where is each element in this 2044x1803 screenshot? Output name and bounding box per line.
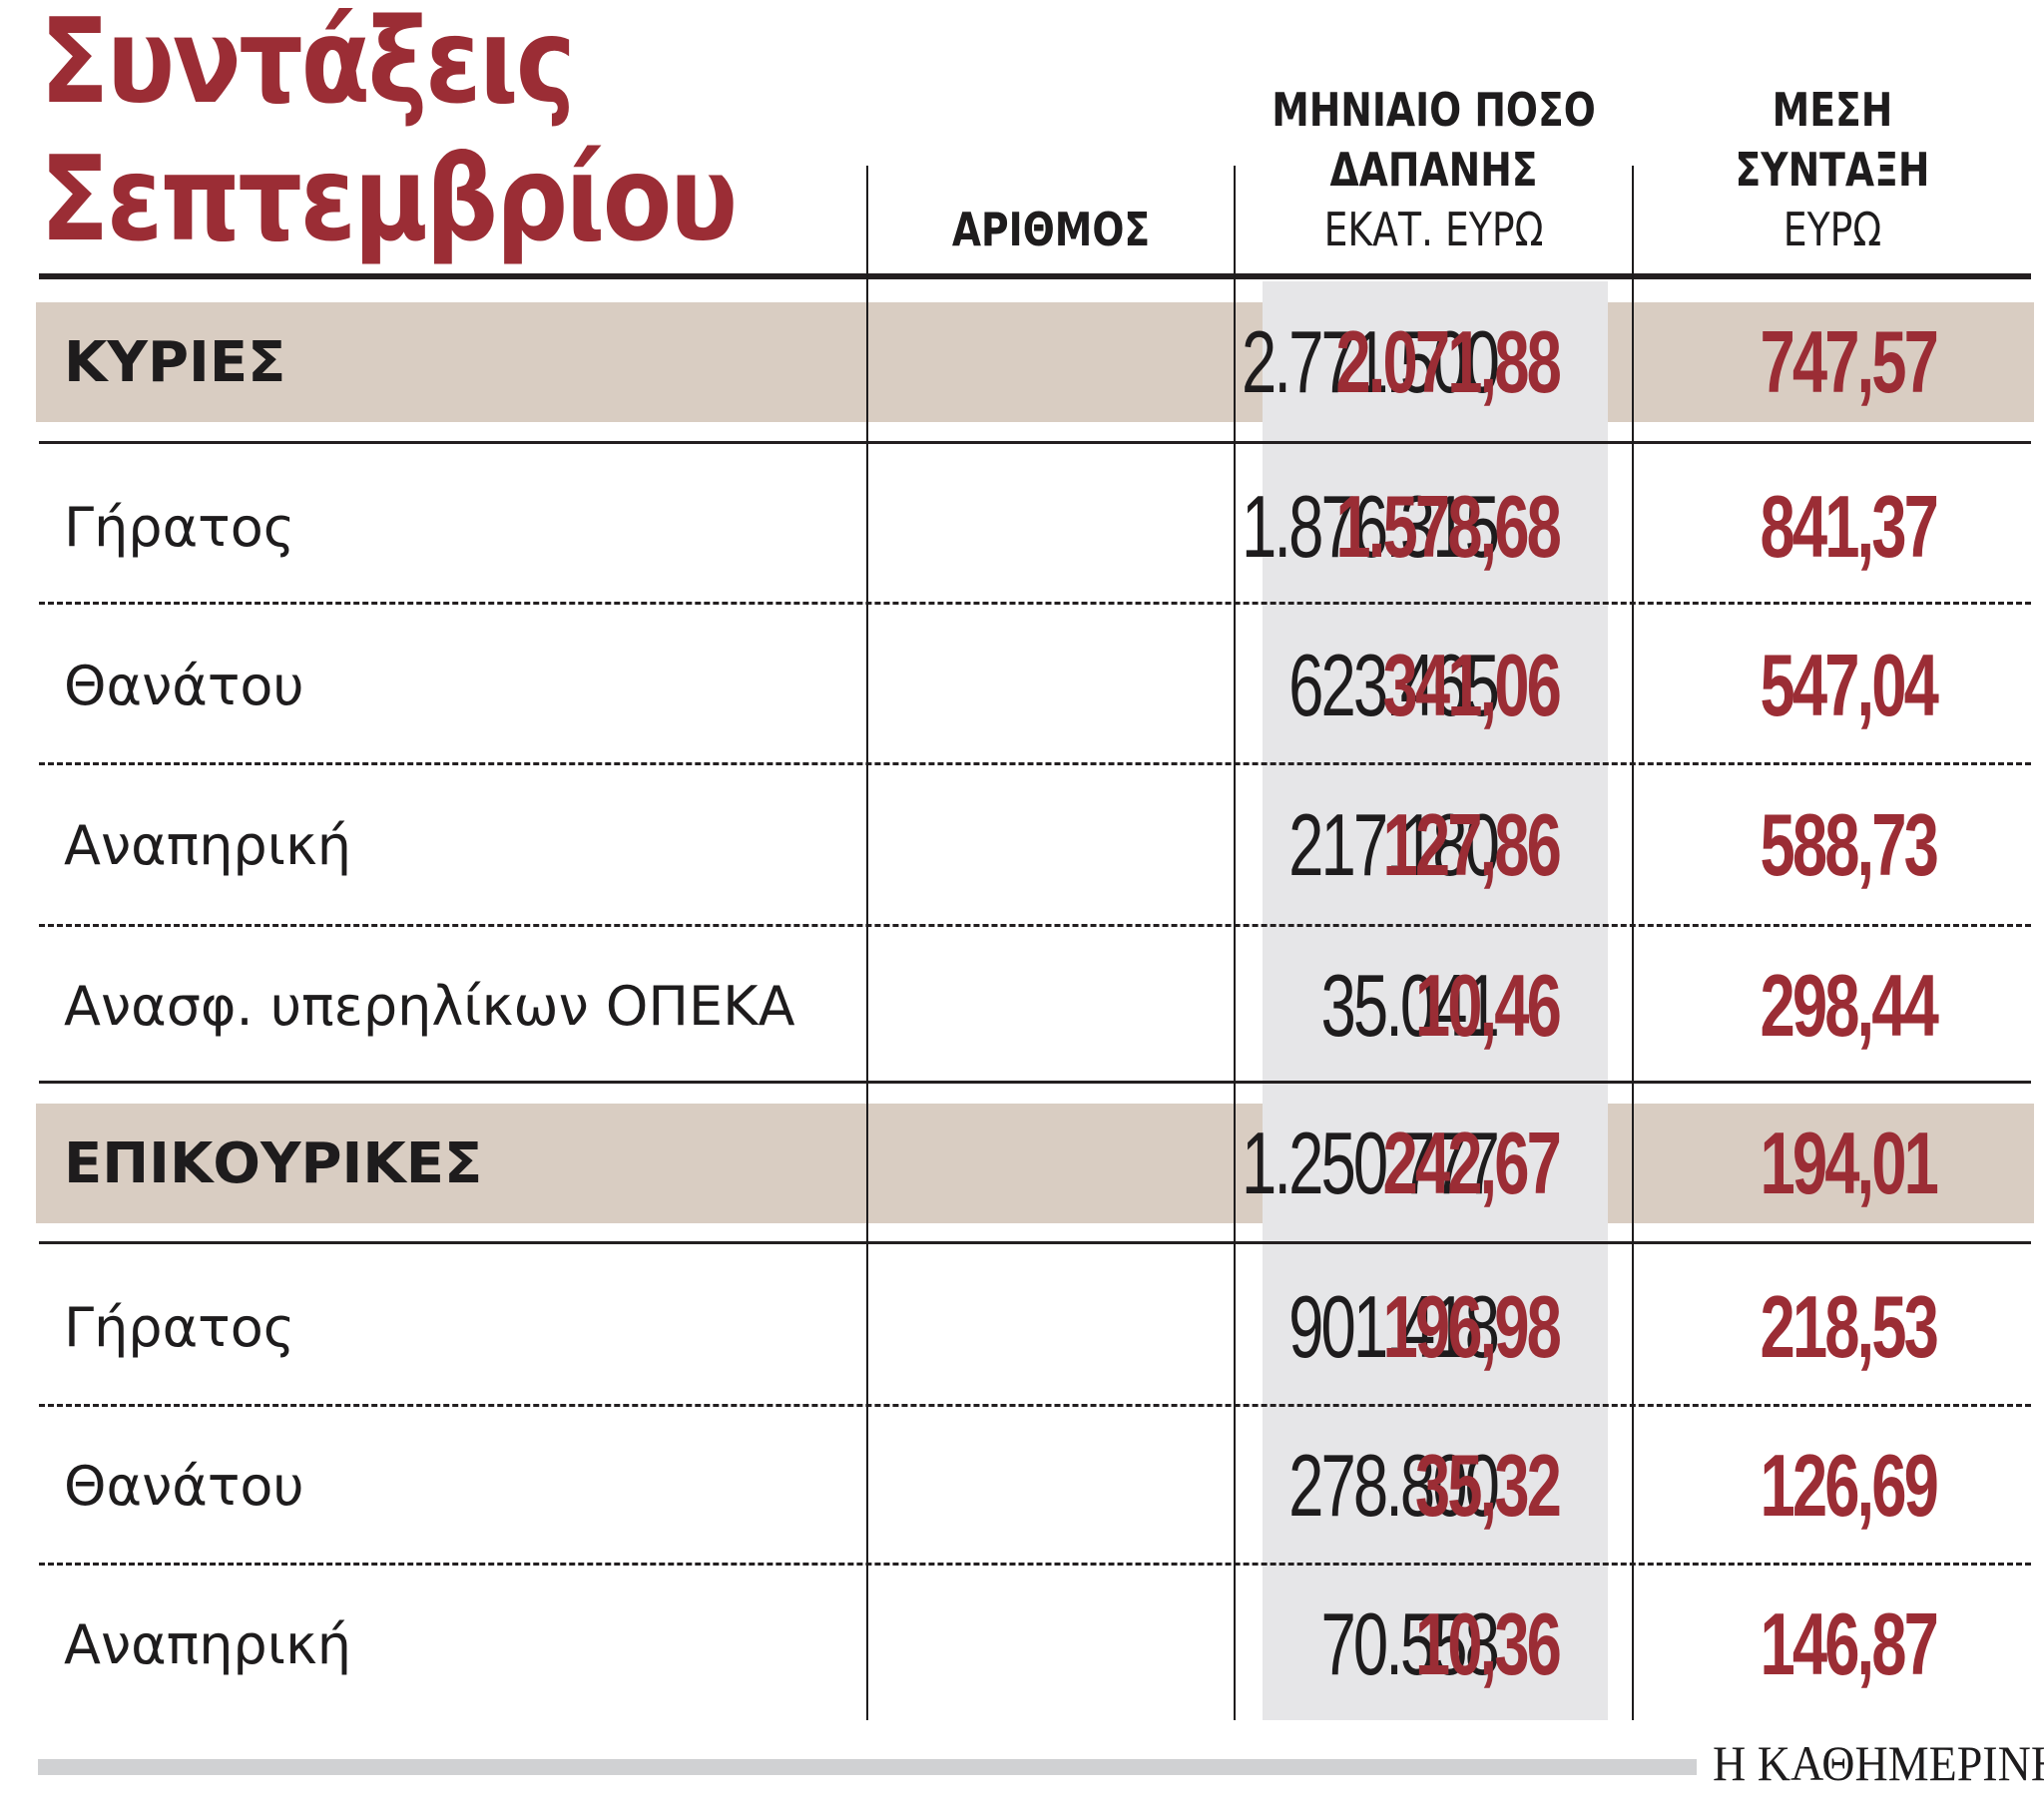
cell-count: 70.558 [1320,1594,1499,1693]
row-label: Αναπηρική [64,813,352,877]
header-count-label: ΑΡΙΘΜΟΣ [951,203,1151,256]
cell-count: 623.465 [1288,636,1500,734]
highlight-column-overlap [1263,302,1608,422]
row-label: Αναπηρική [64,1612,352,1676]
cell-count: 2.771.500 [1242,312,1500,411]
cell-monthly: 127,86 [1382,795,1561,894]
cell-average: 146,87 [1760,1594,1938,1693]
divider-dashed [39,762,2031,765]
cell-average: 588,73 [1760,795,1938,894]
header-average: ΜΕΣΗ ΣΥΝΤΑΞΗ ΕΥΡΩ [1669,80,1996,259]
cell-average: 126,69 [1760,1436,1938,1535]
header-monthly-line1: ΜΗΝΙΑΙΟ ΠΟΣΟ [1272,83,1596,137]
column-separator [1234,166,1236,1720]
row-label: Γήρατος [64,1295,295,1359]
cell-average: 747,57 [1760,312,1938,411]
row-label: Ανασφ. υπερηλίκων ΟΠΕΚΑ [64,974,795,1038]
cell-average: 298,44 [1760,956,1938,1055]
cell-monthly: 1.578,68 [1335,477,1561,576]
cell-monthly: 10,36 [1414,1594,1562,1693]
divider-dashed [39,602,2031,605]
column-separator [866,166,868,1720]
divider-dashed [39,924,2031,927]
cell-count: 901.418 [1288,1277,1500,1376]
highlight-column-monthly [1263,281,1608,1720]
header-average-line1: ΜΕΣΗ [1772,83,1893,137]
cell-monthly: 242,67 [1382,1114,1561,1212]
column-separator [1632,166,1634,1720]
divider-solid [39,441,2031,444]
divider-solid [39,1241,2031,1244]
publisher-logo: Η ΚΑΘΗΜΕΡΙΝΗ [1713,1735,2044,1791]
cell-monthly: 196,98 [1382,1277,1561,1376]
title-line-2: Σεπτεμβρίου [40,130,738,267]
cell-average: 841,37 [1760,477,1938,576]
row-label-group: ΚΥΡΙΕΣ [64,329,286,395]
header-monthly: ΜΗΝΙΑΙΟ ΠΟΣΟ ΔΑΠΑΝΗΣ ΕΚΑΤ. ΕΥΡΩ [1271,80,1597,259]
cell-monthly: 341,06 [1382,636,1561,734]
cell-count: 278.800 [1288,1436,1500,1535]
cell-monthly: 35,32 [1414,1436,1562,1535]
row-label: Γήρατος [64,495,295,559]
group-band-kyries [36,302,2034,422]
row-label-group: ΕΠΙΚΟΥΡΙΚΕΣ [64,1130,483,1196]
header-monthly-unit: ΕΚΑΤ. ΕΥΡΩ [1323,203,1544,256]
divider-solid [39,1081,2031,1084]
highlight-column-overlap [1263,1104,1608,1223]
cell-count: 217.180 [1288,795,1500,894]
header-average-unit: ΕΥΡΩ [1783,203,1882,256]
cell-count: 1.876.315 [1242,477,1500,576]
header-rule [39,273,2031,279]
cell-count: 1.250.777 [1242,1114,1500,1212]
divider-dashed [39,1404,2031,1407]
header-monthly-line2: ΔΑΠΑΝΗΣ [1329,143,1538,197]
header-count: ΑΡΙΘΜΟΣ [900,200,1202,259]
cell-monthly: 2.071,88 [1335,312,1561,411]
cell-count: 35.041 [1320,956,1499,1055]
cell-average: 218,53 [1760,1277,1938,1376]
divider-dashed [39,1563,2031,1566]
footer-bar [38,1759,1697,1775]
row-label: Θανάτου [64,654,304,717]
title-line-1: Συντάξεις [40,0,576,130]
cell-monthly: 10,46 [1414,956,1562,1055]
header-average-line2: ΣΥΝΤΑΞΗ [1735,143,1930,197]
row-label: Θανάτου [64,1454,304,1518]
group-band-epikourikes [36,1104,2034,1223]
cell-average: 194,01 [1760,1114,1938,1212]
cell-average: 547,04 [1760,636,1938,734]
